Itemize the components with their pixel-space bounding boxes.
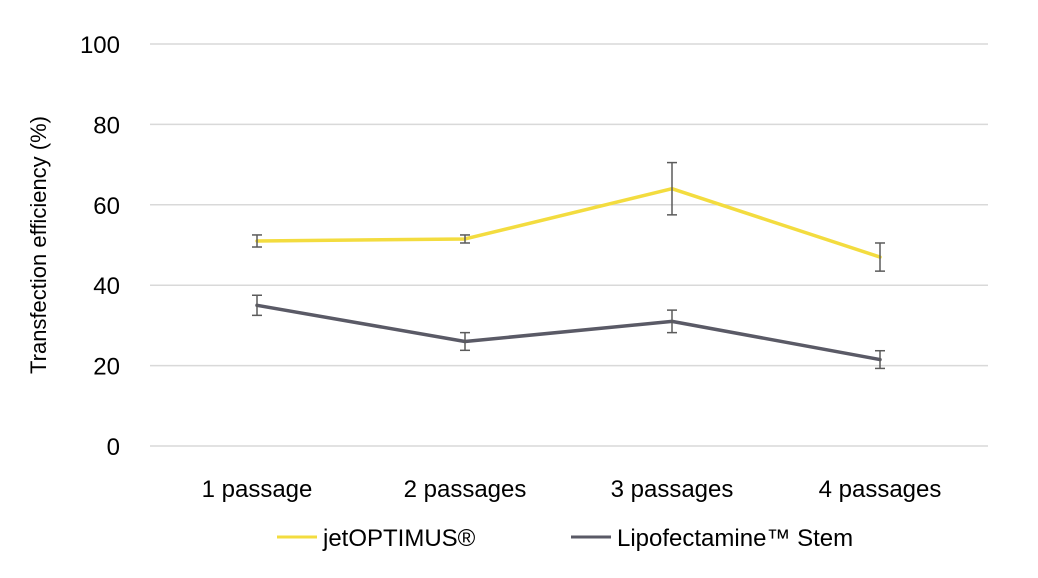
series-group (252, 294, 885, 370)
y-tick-label: 40 (93, 273, 120, 300)
legend-label-lipofectamine: Lipofectamine™ Stem (617, 525, 853, 552)
x-tick-label: 3 passages (611, 476, 734, 503)
y-axis-ticks: 0 20 40 60 80 100 (80, 32, 120, 461)
legend-label-jetoptimus: jetOPTIMUS® (322, 525, 476, 552)
y-axis-title: Transfection efficiency (%) (26, 116, 51, 374)
y-tick-label: 80 (93, 112, 120, 139)
y-tick-label: 100 (80, 32, 120, 59)
legend: jetOPTIMUS® Lipofectamine™ Stem (277, 525, 853, 552)
series-line (255, 303, 882, 362)
y-tick-label: 0 (107, 434, 120, 461)
series (252, 161, 885, 370)
x-tick-label: 4 passages (819, 476, 942, 503)
gridlines (150, 43, 988, 447)
y-tick-label: 60 (93, 193, 120, 220)
y-tick-label: 20 (93, 354, 120, 381)
x-tick-label: 1 passage (202, 476, 313, 503)
x-axis-ticks: 1 passage 2 passages 3 passages 4 passages (202, 476, 942, 503)
series-line (255, 186, 882, 259)
series-group (252, 161, 885, 272)
x-tick-label: 2 passages (404, 476, 527, 503)
